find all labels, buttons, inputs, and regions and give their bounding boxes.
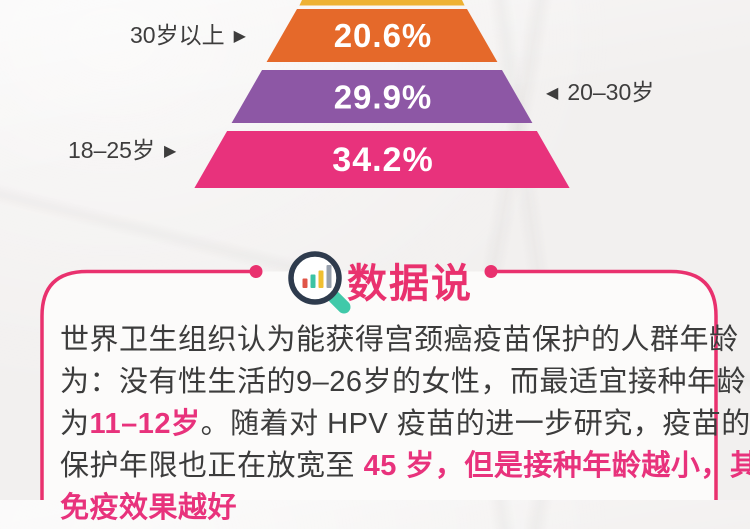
infographic-scene: 20.6% 29.9% 34.2%: [40, 0, 718, 500]
body-text: 保护年限也正在放宽至: [60, 450, 364, 482]
section-title: 数据说: [347, 262, 473, 306]
pyramid-value-18-25: 34.2%: [332, 141, 433, 179]
body-text: 为：没有性生活的9–26岁的女性，而最适宜接种年龄: [60, 366, 747, 398]
body-text: 世界卫生组织认为能获得宫颈癌疫苗保护的人群年龄: [60, 324, 739, 356]
infographic-page: 20.6% 29.9% 34.2% 30岁以上 ▶ ◀: [40, 0, 750, 524]
pyramid-layer-partial-top: [299, 0, 465, 6]
card-border-left-segment: [40, 269, 256, 500]
pyramid-layer-18-25: [194, 131, 570, 188]
pyramid-value-20-30: 29.9%: [334, 79, 433, 116]
paragraph-line: 保护年限也正在放宽至 45 岁，但是接种年龄越小，其: [60, 445, 750, 487]
highlighted-text: 11–12岁: [89, 408, 201, 440]
paragraph-line: 为：没有性生活的9–26岁的女性，而最适宜接种年龄: [60, 361, 746, 403]
pyramid-label-18-25: 18–25岁 ▶: [68, 137, 177, 163]
border-dot-right: [484, 265, 498, 278]
paragraph-line: 为11–12岁。随着对 HPV 疫苗的进一步研究，疫苗的: [60, 403, 750, 445]
pyramid-chart: 20.6% 29.9% 34.2%: [194, 0, 570, 188]
pyramid-label-20-30: ◀ 20–30岁: [546, 79, 655, 105]
magnifier-chart-icon: [288, 251, 351, 314]
arrow-left-icon: ◀: [546, 84, 559, 102]
pyramid-layer-30plus: [266, 9, 498, 62]
pyramid-label-30plus: 30岁以上 ▶: [130, 22, 246, 48]
magnifier-handle: [328, 291, 351, 314]
pyramid-value-30plus: 20.6%: [334, 17, 433, 54]
body-text: 。随着对 HPV 疫苗的进一步研究，疫苗的: [200, 408, 750, 440]
card-border-right-segment: [491, 269, 718, 500]
arrow-right-icon: ▶: [233, 27, 246, 45]
paragraph-text: 世界卫生组织认为能获得宫颈癌疫苗保护的人群年龄 为：没有性生活的9–26岁的女性，…: [60, 319, 750, 529]
paragraph-line: 免疫效果越好: [60, 487, 716, 529]
bar-chart-glyph: [302, 265, 332, 288]
pyramid-label-30plus-text: 30岁以上: [130, 22, 225, 48]
info-card-background: [42, 271, 716, 500]
info-card-border: [40, 269, 718, 500]
paragraph-line: 世界卫生组织认为能获得宫颈癌疫苗保护的人群年龄: [60, 319, 738, 361]
pyramid-label-20-30-text: 20–30岁: [567, 79, 655, 105]
body-text: 为: [60, 408, 90, 440]
border-dot-left: [249, 265, 263, 278]
arrow-right-icon: ▶: [163, 142, 177, 160]
pyramid-label-18-25-text: 18–25岁: [68, 137, 155, 163]
highlighted-text: 免疫效果越好: [60, 492, 238, 524]
pyramid-layer-20-30: [231, 70, 533, 123]
highlighted-text: 45 岁，但是接种年龄越小，其: [363, 450, 750, 482]
